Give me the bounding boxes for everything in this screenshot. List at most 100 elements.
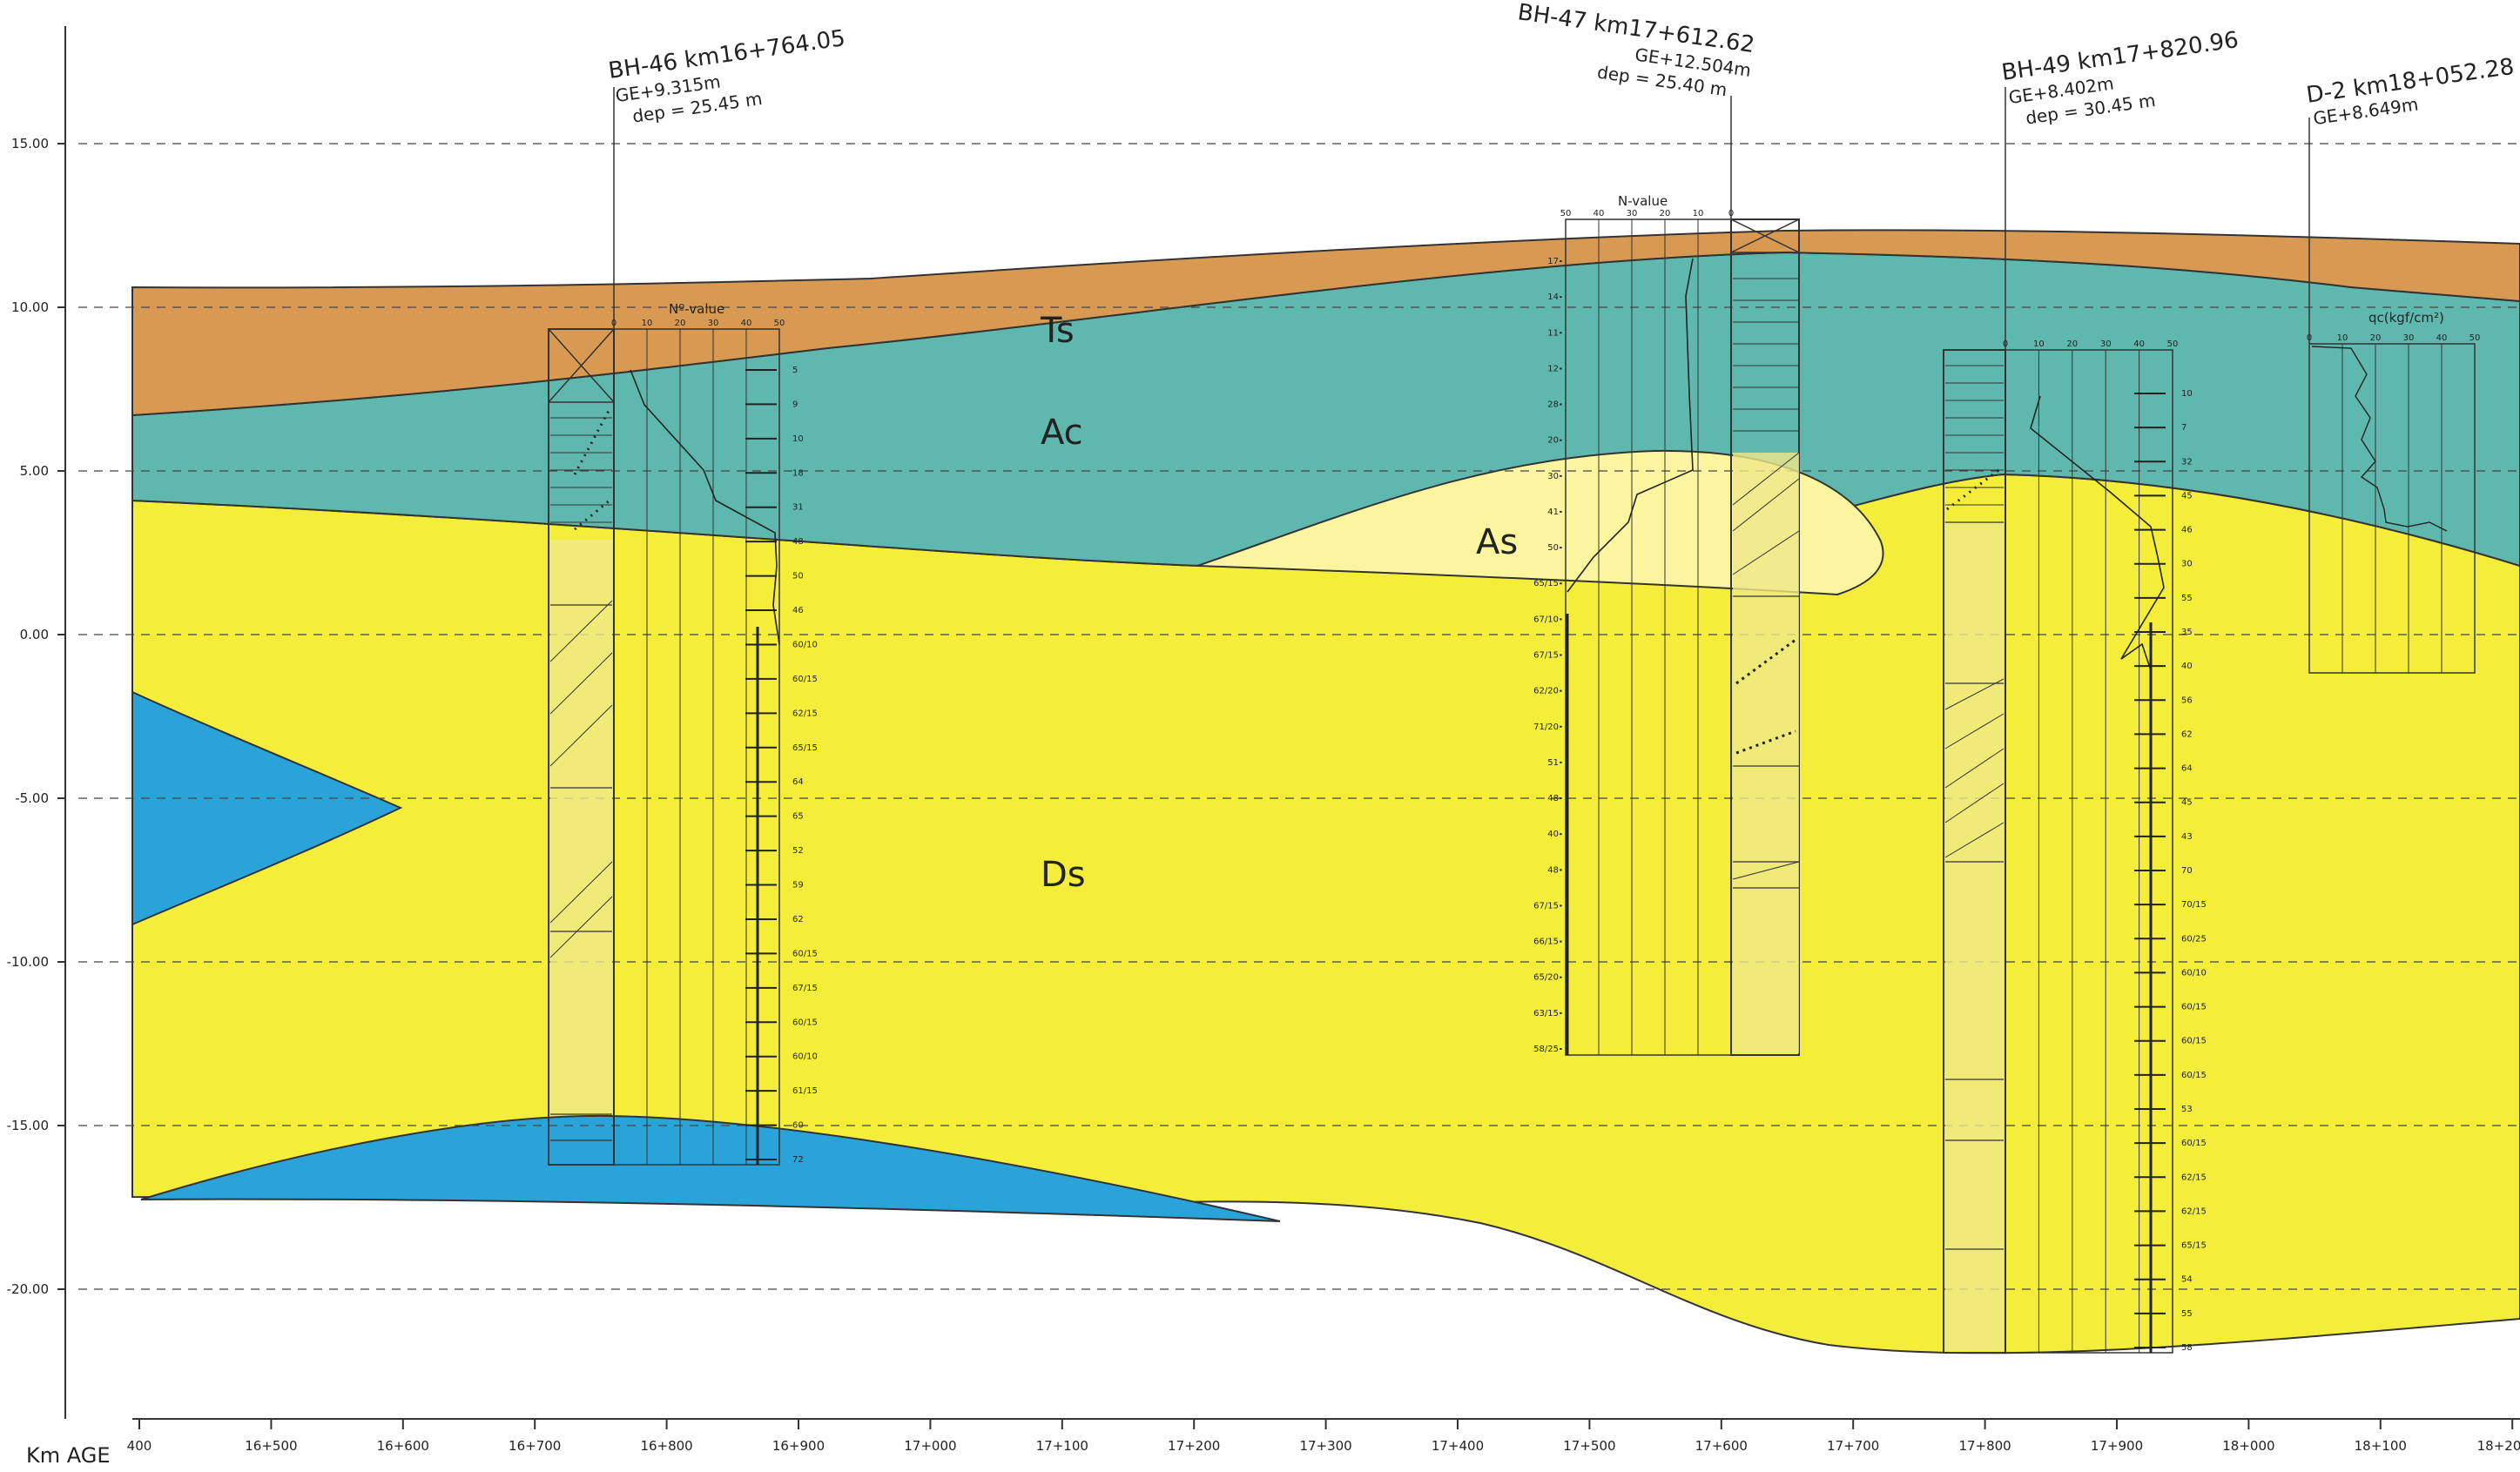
soil-layers: [131, 229, 2520, 1354]
nvalue-label: 62/20: [1533, 687, 1559, 696]
bh-46-gravel-dots: [573, 408, 611, 531]
elevation-label: -10.00: [7, 954, 49, 970]
nvalue-label: 67/15: [792, 984, 818, 993]
nvalue-label: 60/15: [2181, 1037, 2207, 1046]
nvalue-label: 30: [2181, 560, 2193, 569]
nvalue-label: 43: [2181, 832, 2193, 842]
nvalue-tick-label: 40: [2133, 339, 2145, 349]
nvalue-label: 60: [792, 1121, 804, 1131]
nvalue-tick-label: 30: [708, 319, 719, 328]
bh-46-sand-fill: [550, 540, 612, 1114]
nvalue-label: 62: [2181, 729, 2193, 739]
borehole-bh-46: BH-46 km16+764.05 GE+9.315m dep = 25.45 …: [548, 25, 847, 1166]
nvalue-label: 46: [792, 606, 804, 615]
layer-dc-lower: [140, 1114, 1281, 1222]
nvalue-label: 60/15: [792, 1018, 818, 1027]
nvalue-label: 67/10: [1533, 615, 1559, 624]
chainage-label: 18+100: [2355, 1438, 2407, 1454]
nvalue-label: 50: [1547, 543, 1559, 553]
bh-49-sand-fill: [1945, 522, 2004, 1351]
nvalue-tick-label: 40: [741, 319, 752, 328]
chainage-label: 17+600: [1695, 1438, 1748, 1454]
bh-47-clay-hatch: [1733, 278, 1799, 432]
nvalue-tick-label: 50: [774, 319, 785, 328]
bh-47-layer-breaks: [1733, 595, 1799, 889]
nvalue-label: 45: [2181, 798, 2193, 808]
bh-47-nvalue-grid: 50 40 30 20 10 0: [1560, 209, 1734, 1055]
chainage-label: 18+20: [2477, 1438, 2520, 1454]
nvalue-label: 9: [792, 400, 798, 409]
bh-46-topsoil-cross: [548, 328, 615, 403]
d-2-qc-title: qc(kgf/cm²): [2368, 310, 2444, 326]
nvalue-tick-label: 0: [611, 319, 617, 328]
nvalue-label: 62/15: [2181, 1173, 2207, 1182]
nvalue-label: 46: [2181, 526, 2193, 535]
nvalue-label: 60/10: [2181, 968, 2207, 978]
bh-47-sand-fill: [1733, 453, 1799, 1053]
nvalue-label: 59: [792, 881, 804, 891]
nvalue-label: 11: [1547, 328, 1559, 338]
nvalue-label: 41: [1547, 507, 1559, 517]
nvalue-label: 70: [2181, 866, 2193, 876]
bh-49-nvalue-curve: [2030, 395, 2165, 671]
elevation-labels: 15.00 10.00 5.00 0.00 -5.00 -10.00 -15.00 -20.0…: [7, 136, 65, 1297]
bh-47-gravel-circles: [1735, 638, 1796, 755]
x-axis-title: Km AGE: [26, 1443, 111, 1468]
chainage-label: 17+200: [1168, 1438, 1220, 1454]
nvalue-label: 48: [792, 537, 804, 547]
nvalue-label: 65: [792, 812, 804, 822]
nvalue-tick-label: 10: [1693, 209, 1704, 218]
nvalue-label: 58/25: [1533, 1045, 1559, 1054]
nvalue-label: 51: [1547, 758, 1559, 768]
layer-label-ts: Ts: [1040, 311, 1075, 351]
elevation-label: -15.00: [7, 1118, 49, 1133]
bh-49-nvalue-grid: 0 10 20 30 40 50: [2003, 339, 2179, 1353]
bh-46-clay-hatch: [550, 417, 612, 523]
bh-46-diag-hatch: [549, 600, 613, 958]
chainage-label: 16+500: [245, 1438, 297, 1454]
nvalue-label: 60/15: [792, 675, 818, 684]
nvalue-label: 20: [1547, 436, 1559, 446]
chainage-label: 17+400: [1432, 1438, 1484, 1454]
nvalue-label: 60/15: [2181, 1071, 2207, 1080]
nvalue-label: 65/15: [1533, 579, 1559, 588]
nvalue-label: 60/25: [2181, 934, 2207, 944]
nvalue-label: 64: [2181, 764, 2193, 774]
chainage-label: 17+000: [904, 1438, 956, 1454]
nvalue-label: 53: [2181, 1105, 2193, 1114]
nvalue-label: 7: [2181, 423, 2186, 433]
nvalue-label: 45: [2181, 491, 2193, 501]
bh-49-diag-hatch: [1944, 678, 2005, 858]
nvalue-label: 5: [792, 366, 798, 375]
nvalue-tick-label: 20: [2370, 333, 2382, 343]
bh-47-diag-hatch: [1732, 452, 1800, 880]
nvalue-label: 65/15: [2181, 1241, 2207, 1251]
nvalue-label: 10: [792, 434, 804, 444]
nvalue-tick-label: 50: [2469, 333, 2481, 343]
nvalue-tick-label: 10: [2033, 339, 2045, 349]
chainage-label: 17+700: [1827, 1438, 1879, 1454]
nvalue-label: 60/15: [2181, 1003, 2207, 1012]
nvalue-label: 62: [792, 915, 804, 924]
nvalue-label: 58: [2181, 1343, 2193, 1353]
nvalue-label: 63/15: [1533, 1009, 1559, 1018]
elevation-label: 10.00: [11, 299, 49, 315]
bh-46-nvalue-curve: [630, 369, 780, 645]
nvalue-label: 18: [792, 468, 804, 478]
nvalue-label: 65/15: [792, 743, 818, 753]
nvalue-tick-label: 50: [2167, 339, 2179, 349]
nvalue-label: 65/20: [1533, 973, 1559, 983]
nvalue-tick-label: 0: [2307, 333, 2312, 343]
elevation-label: 15.00: [11, 136, 49, 151]
layer-label-ds: Ds: [1041, 855, 1086, 895]
chainage-label: 16+900: [772, 1438, 825, 1454]
nvalue-label: 67/15: [1533, 901, 1559, 911]
nvalue-label: 30: [1547, 472, 1559, 481]
layer-dc-left: [131, 690, 403, 926]
nvalue-tick-label: 20: [1660, 209, 1671, 218]
nvalue-label: 62/15: [792, 709, 818, 718]
bh-47-topsoil-cross: [1730, 218, 1800, 253]
nvalue-label: 70/15: [2181, 900, 2207, 910]
nvalue-label: 10: [2181, 389, 2193, 399]
elevation-label: -5.00: [15, 790, 49, 806]
